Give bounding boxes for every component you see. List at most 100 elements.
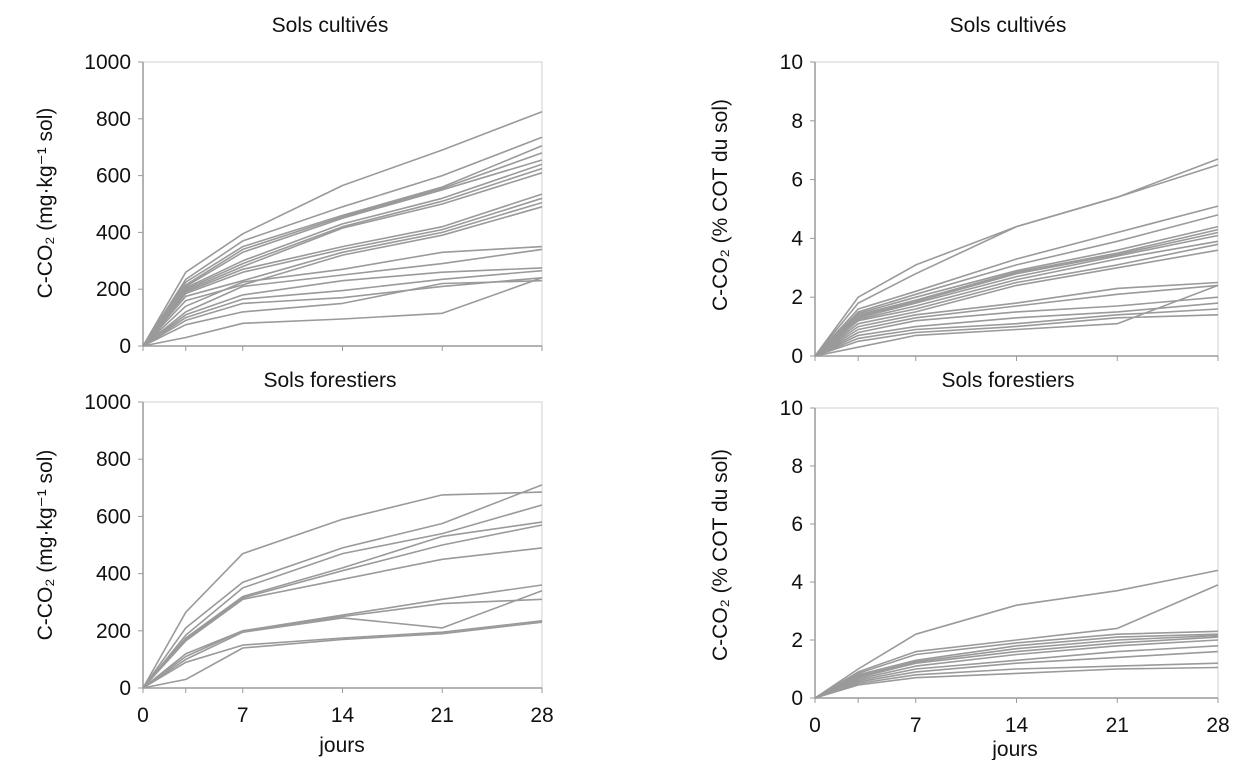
series-line xyxy=(814,228,1219,357)
series-line xyxy=(814,225,1219,357)
series-line xyxy=(814,296,1219,357)
series-line xyxy=(142,269,543,347)
y-tick-label: 600 xyxy=(96,505,131,528)
y-tick-label: 0 xyxy=(119,677,131,700)
y-tick-label: 2 xyxy=(791,629,803,652)
series-line xyxy=(142,277,543,347)
series-line xyxy=(142,277,543,347)
chart-title: Sols cultivés xyxy=(272,14,389,37)
series-line xyxy=(142,484,543,689)
series-line xyxy=(814,164,1219,357)
y-tick-label: 800 xyxy=(96,448,131,471)
series-line xyxy=(814,584,1219,699)
series-line xyxy=(142,620,543,689)
y-tick-label: 6 xyxy=(791,513,803,536)
x-tick-label: 0 xyxy=(809,714,821,737)
chart-title: Sols forestiers xyxy=(263,369,396,392)
series-line xyxy=(814,284,1219,357)
series-line xyxy=(814,666,1219,699)
series-line xyxy=(142,110,543,347)
series-line xyxy=(142,245,543,347)
plot-frame xyxy=(142,401,543,689)
x-tick-label: 28 xyxy=(1206,714,1229,737)
chart-panel-forest-mg: Sols forestiers C-CO₂ (mg·kg⁻¹ sol) jour… xyxy=(34,369,554,757)
series-line xyxy=(142,267,543,347)
x-tick-label: 21 xyxy=(1106,714,1129,737)
y-tick-label: 10 xyxy=(780,397,803,420)
series-line xyxy=(814,281,1219,357)
series-line xyxy=(814,205,1219,357)
y-tick-label: 0 xyxy=(119,335,131,358)
series-line xyxy=(814,214,1219,357)
series-line xyxy=(142,524,543,689)
series-line xyxy=(142,547,543,689)
y-tick-label: 8 xyxy=(791,110,803,133)
y-axis-label: C-CO₂ (mg·kg⁻¹ sol) xyxy=(34,108,57,299)
series-line xyxy=(814,240,1219,357)
series-line xyxy=(142,136,543,347)
y-tick-label: 2 xyxy=(791,286,803,309)
series-line xyxy=(814,243,1219,357)
chart-panel-cultivated-cot: Sols cultivés C-CO₂ (% COT du sol) 0 2 4 6 8… xyxy=(709,14,1219,368)
y-axis-label: C-CO₂ (mg·kg⁻¹ sol) xyxy=(34,450,57,641)
y-tick-label: 6 xyxy=(791,169,803,192)
series-line xyxy=(814,284,1219,357)
series-line xyxy=(814,308,1219,357)
y-tick-label: 400 xyxy=(96,563,131,586)
series-line xyxy=(814,634,1219,699)
y-tick-label: 1000 xyxy=(84,51,131,74)
series-line xyxy=(142,590,543,689)
y-axis-label: C-CO₂ (% COT du sol) xyxy=(709,449,732,661)
series-line xyxy=(814,650,1219,699)
series-line xyxy=(814,234,1219,357)
chart-title: Sols forestiers xyxy=(941,369,1074,392)
series-line xyxy=(142,145,543,347)
chart-panel-forest-cot: Sols forestiers C-CO₂ (% COT du sol) jou… xyxy=(709,369,1230,760)
series-line xyxy=(814,662,1219,699)
series-line xyxy=(142,491,543,689)
series-line xyxy=(814,645,1219,699)
y-tick-label: 400 xyxy=(96,221,131,244)
x-tick-label: 0 xyxy=(137,704,149,727)
series-line xyxy=(814,639,1219,699)
x-tick-label: 7 xyxy=(910,714,922,737)
y-tick-label: 200 xyxy=(96,278,131,301)
series-line xyxy=(142,504,543,689)
x-tick-label: 28 xyxy=(530,704,553,727)
series-line xyxy=(814,633,1219,699)
series-line xyxy=(814,249,1219,357)
chart-title: Sols cultivés xyxy=(950,14,1067,37)
y-tick-label: 10 xyxy=(780,51,803,74)
series-line xyxy=(814,302,1219,357)
x-axis-label: jours xyxy=(991,738,1038,760)
x-tick-label: 14 xyxy=(331,704,355,727)
x-axis-label: jours xyxy=(318,734,365,757)
series-line xyxy=(142,172,543,347)
y-tick-label: 4 xyxy=(791,227,803,250)
x-tick-label: 14 xyxy=(1005,714,1029,737)
series-line xyxy=(814,158,1219,357)
series-line xyxy=(142,201,543,347)
y-tick-label: 8 xyxy=(791,455,803,478)
plot-area: 0 2 4 6 8 10 xyxy=(780,51,1219,368)
y-tick-label: 4 xyxy=(791,571,803,594)
series-line xyxy=(814,231,1219,357)
series-line xyxy=(814,569,1219,699)
y-tick-label: 1000 xyxy=(84,391,131,414)
series-line xyxy=(142,279,543,347)
x-tick-label: 21 xyxy=(431,704,454,727)
y-tick-label: 600 xyxy=(96,165,131,188)
series-line xyxy=(142,521,543,689)
y-tick-label: 200 xyxy=(96,620,131,643)
chart-panel-cultivated-mg: Sols cultivés C-CO₂ (mg·kg⁻¹ sol) 0 200 40… xyxy=(34,14,543,358)
plot-area: 0 2 4 6 8 10 0 7 14 21 28 xyxy=(780,397,1230,737)
series-line xyxy=(814,630,1219,699)
series-line xyxy=(142,206,543,347)
x-tick-label: 7 xyxy=(237,704,249,727)
series-line xyxy=(814,636,1219,699)
plot-area: 0 200 400 600 800 1000 xyxy=(84,51,543,358)
series-line xyxy=(142,621,543,689)
y-tick-label: 0 xyxy=(791,687,803,710)
series-line xyxy=(142,598,543,689)
